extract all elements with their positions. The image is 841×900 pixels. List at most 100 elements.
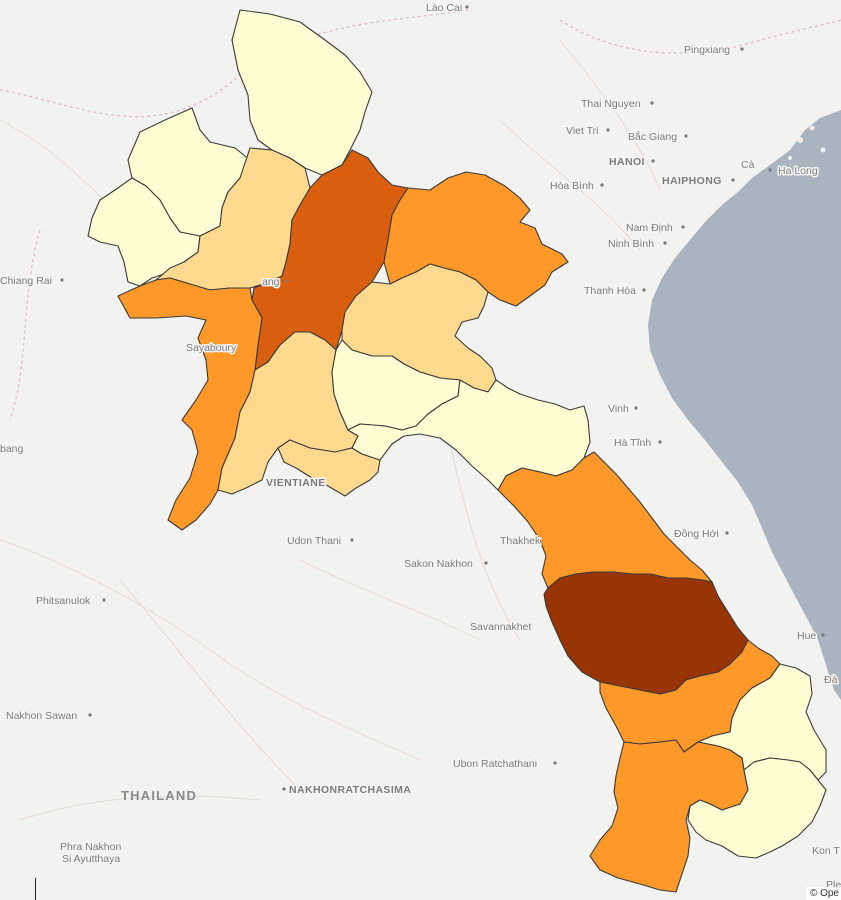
province-vientiane-capital[interactable] [277, 439, 381, 497]
place-label-ubon-ratchathani: Ubon Ratchathani [453, 758, 537, 770]
place-label-hoa-binh: Hòa Bình [550, 180, 594, 192]
place-label-vientiane: VIENTIANE [266, 477, 326, 489]
place-label-pingxiang: Pingxiang [684, 44, 730, 56]
province-khammouane[interactable] [497, 451, 713, 589]
place-luang: ang [261, 275, 289, 290]
province-attapeu[interactable] [687, 757, 827, 859]
place-ha-tinh: Hà Tĩnh [613, 436, 662, 451]
place-dot-hoa-binh [600, 183, 604, 187]
place-dot-sakon-nakhon [484, 561, 488, 565]
place-dot-hanoi [651, 159, 655, 163]
gulf-of-tonkin-water [648, 110, 841, 700]
province-bolikhamxay[interactable] [347, 379, 591, 491]
place-nakhon-sawan: Nakhon Sawan [5, 709, 92, 724]
place-viet-tri: Viet Tri [565, 124, 610, 139]
place-label-thai-nguyen: Thai Nguyen [581, 98, 641, 110]
place-phra-nakhon: Phra Nakhon Si Ayutthaya [59, 840, 123, 867]
place-dot-haiphong [731, 178, 735, 182]
place-label-kon-tum: Kon T [812, 845, 840, 857]
place-dot-thai-nguyen [650, 101, 654, 105]
province-champasak[interactable] [589, 739, 749, 893]
place-hue: Hue [796, 629, 825, 644]
place-dot-ninh-binh [663, 241, 667, 245]
place-label-vinh: Vinh [608, 403, 629, 415]
place-dot-lao-cai [465, 5, 469, 9]
place-label-phra-nakhon: Phra Nakhon [60, 841, 121, 853]
place-dot-viet-tri [606, 128, 610, 132]
text-cursor [35, 878, 36, 900]
place-bac-giang: Bắc Giang [627, 129, 688, 145]
place-label-nakhonratchasima: NAKHONRATCHASIMA [289, 784, 411, 796]
place-vientiane: VIENTIANE [265, 476, 327, 491]
place-dot-vinh [634, 406, 638, 410]
place-dot-thanh-hoa [642, 288, 646, 292]
place-lao-cai: Lào Cai [425, 1, 469, 16]
place-label-phitsanulok: Phitsanulok [36, 595, 91, 607]
place-dot-bac-giang [684, 134, 688, 138]
place-label-viet-tri: Viet Tri [566, 125, 598, 137]
province-sayaboury[interactable] [117, 277, 263, 531]
place-dot-ubon-ratchathani [553, 761, 557, 765]
place-label-haiphong: HAIPHONG [662, 175, 722, 187]
place-sayaboury: Sayaboury [185, 341, 239, 356]
place-da: Đà [823, 673, 840, 688]
place-label-chiang-rai: Chiang Rai [0, 275, 52, 287]
place-dot-udon-thani [350, 538, 354, 542]
place-thai-nguyen: Thai Nguyen [580, 97, 654, 112]
place-dot-pingxiang [740, 47, 744, 51]
place-label-thakhek: Thakhek [500, 535, 541, 547]
place-dot-phitsanulok [102, 598, 106, 602]
place-pingxiang: Pingxiang [683, 43, 744, 58]
place-label-sakon-nakhon: Sakon Nakhon [404, 558, 473, 570]
place-label-si-ayutthaya: Si Ayutthaya [62, 853, 120, 865]
place-ninh-binh: Ninh Bình [607, 237, 667, 252]
place-kon-tum: Kon T [811, 844, 841, 859]
place-vinh: Vinh [607, 402, 638, 417]
place-label-udon-thani: Udon Thani [287, 535, 341, 547]
place-dong-hoi: Đồng Hới [673, 527, 729, 542]
place-label-dong-hoi: Đồng Hới [674, 528, 719, 540]
place-sakon-nakhon: Sakon Nakhon [403, 557, 488, 572]
place-dot-luang [285, 279, 289, 283]
place-hanoi: HANOI [608, 155, 655, 170]
place-ubon-ratchathani: Ubon Ratchathani [452, 757, 557, 772]
place-savannakhet: Savannakhet [469, 620, 533, 635]
place-label-bang: bang [0, 443, 24, 455]
place-nakhonratchasima: NAKHONRATCHASIMA [282, 783, 412, 798]
place-haiphong: HAIPHONG [661, 174, 735, 189]
place-nam-dinh: Nam Định [625, 221, 685, 236]
place-dot-chiang-rai [60, 278, 64, 282]
place-label-nakhon-sawan: Nakhon Sawan [6, 710, 77, 722]
map-attribution[interactable]: © Ope [805, 887, 841, 900]
place-udon-thani: Udon Thani [286, 534, 354, 549]
place-bang: bang [0, 442, 25, 457]
place-label-savannakhet: Savannakhet [470, 621, 531, 633]
place-label-hanoi: HANOI [609, 156, 645, 168]
place-phitsanulok: Phitsanulok [35, 594, 106, 609]
place-label-sayaboury: Sayaboury [186, 342, 237, 354]
place-label-nam-dinh: Nam Định [626, 222, 673, 234]
place-label-ninh-binh: Ninh Bình [608, 238, 654, 250]
place-dot-hue [821, 633, 825, 637]
place-label-ha-long: Ha Long [778, 165, 818, 177]
place-dot-ha-tinh [658, 440, 662, 444]
country-label-thailand: THAILAND [121, 788, 197, 803]
place-chiang-rai: Chiang Rai [0, 274, 64, 289]
place-dot-nakhon-sawan [88, 713, 92, 717]
background-roads [0, 39, 661, 821]
place-label-lao-cai: Lào Cai [426, 2, 462, 14]
place-label-thanh-hoa: Thanh Hóa [584, 285, 636, 297]
place-label-ca: Cà [741, 159, 755, 171]
place-ha-long: Ha Long [777, 164, 820, 179]
place-label-da: Đà [824, 674, 838, 686]
place-thanh-hoa: Thanh Hóa [583, 284, 646, 299]
place-thakhek: Thakhek [499, 534, 543, 549]
place-dot-ca [768, 168, 772, 172]
place-label-ha-tinh: Hà Tĩnh [614, 437, 651, 449]
place-label-hue: Hue [797, 630, 816, 642]
place-dot-dong-hoi [725, 531, 729, 535]
provinces[interactable] [87, 9, 827, 893]
place-ca: Cà [740, 158, 772, 173]
